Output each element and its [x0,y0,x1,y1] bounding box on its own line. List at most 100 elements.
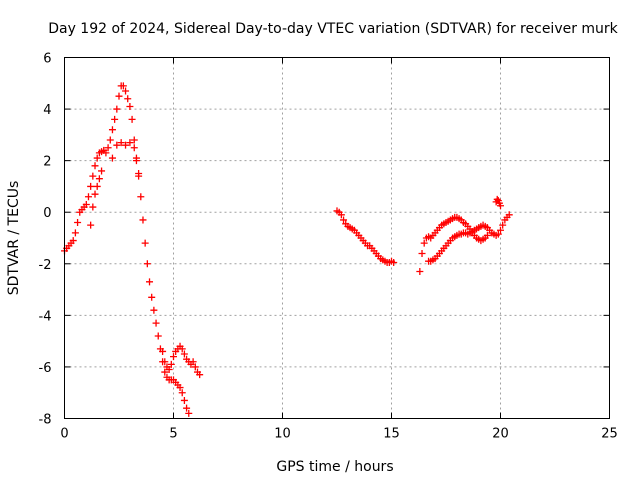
data-point [185,409,193,417]
data-point [132,157,140,165]
data-point [119,82,127,90]
data-point [161,368,169,376]
y-tick-label: 4 [43,103,51,118]
data-point [150,306,158,314]
data-point [122,87,130,95]
y-tick-label: -4 [39,309,52,324]
data-point [108,154,116,162]
data-point [170,353,177,361]
data-point [390,258,398,266]
data-point [139,216,147,224]
y-axis-label: SDTVAR / TECUs [6,181,22,296]
data-point [176,384,184,392]
data-point [148,293,156,301]
series-pass-3b [425,211,513,265]
axis-ticks [64,57,610,419]
data-point [493,195,501,203]
data-point [126,139,134,147]
y-tick-label: 2 [43,155,51,170]
data-point [189,358,197,366]
plot-frame [64,57,610,419]
data-point [102,149,110,157]
y-tick-label: -8 [39,413,52,428]
data-point [183,404,191,412]
data-point [93,154,101,162]
data-point [146,278,154,286]
data-point [74,219,82,227]
grid [64,57,610,419]
data-point [130,136,138,144]
series-pass-1c [159,342,204,379]
data-point [180,396,188,404]
data-point [154,332,162,340]
x-tick-label: 5 [169,427,177,442]
data-point [483,231,491,239]
data-point [69,237,77,245]
data-point [497,226,504,234]
data-point [416,268,424,276]
x-tick-label: 10 [274,427,291,442]
data-point [71,229,79,237]
x-tick-label: 15 [383,427,400,442]
data-point [141,239,149,247]
data-point [505,211,513,219]
data-point [89,172,97,180]
data-point [497,202,504,210]
series-pass-2 [333,207,398,266]
data-point [191,363,199,371]
data-point [113,105,121,113]
data-point [178,389,186,397]
x-tick-label: 0 [60,427,68,442]
data-point [111,115,119,123]
y-tick-label: -6 [39,361,52,376]
data-point [89,203,97,211]
series-pass-3c [492,195,504,210]
series-pass-1b [87,139,143,229]
y-tick-label: 0 [43,206,51,221]
data-point [178,345,186,353]
data-point [418,249,426,257]
data-point [167,360,175,368]
data-point [98,167,106,175]
data-point [87,221,95,229]
data-point [117,139,125,147]
data-point [124,95,132,103]
data-point [108,126,116,134]
data-point [95,175,103,183]
data-point [340,216,348,224]
data-point [106,136,114,144]
data-point [91,162,99,170]
data-point [143,260,151,268]
x-tick-label: 25 [601,427,618,442]
data-point [128,115,136,123]
data-point [337,211,345,219]
data-point [165,366,173,374]
x-tick-label: 20 [492,427,509,442]
data-point [135,170,143,178]
data-point [82,200,90,208]
data-point [499,221,507,229]
data-point [115,92,123,100]
chart-title: Day 192 of 2024, Sidereal Day-to-day VTE… [48,21,618,37]
data-point [196,371,204,379]
data-point [161,358,169,366]
data-point [91,190,99,198]
y-tick-label: 6 [43,52,51,67]
data-point [122,141,130,149]
data-point [420,239,428,247]
data-point [494,230,502,238]
data-point [93,182,101,190]
x-axis-label: GPS time / hours [276,459,393,475]
data-point [126,102,134,110]
y-tick-label: -2 [39,258,52,273]
x-tick-labels: 0 5 10 15 20 25 [60,427,617,442]
data-point [152,319,160,327]
series-pass-3a [416,213,491,276]
data-point [130,144,138,152]
data-point [113,141,121,149]
data-point [180,350,188,358]
data-point [84,193,92,201]
data-point [159,347,167,355]
